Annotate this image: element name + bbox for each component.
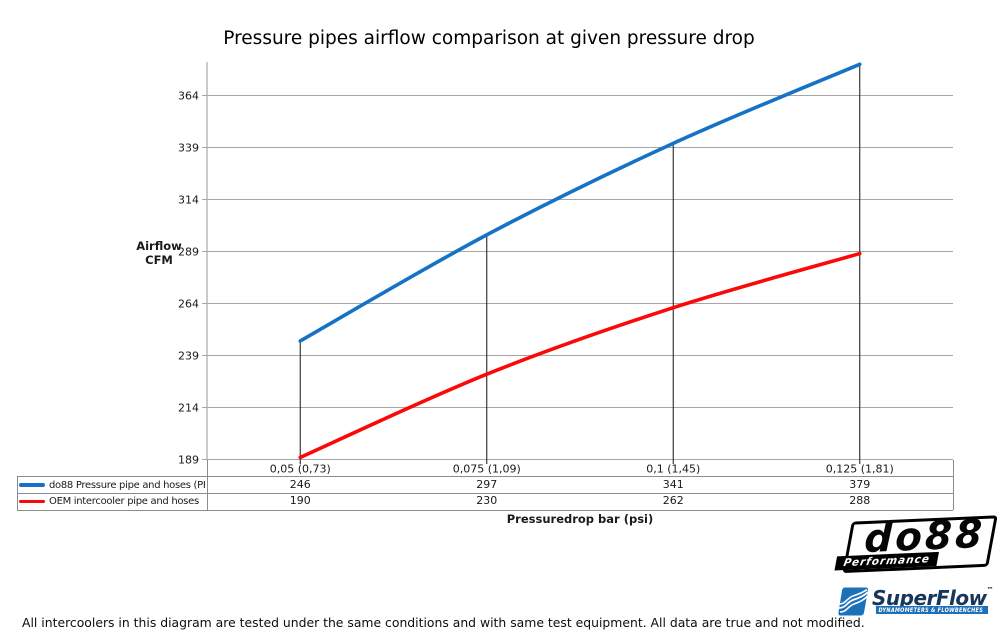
table-border [17, 476, 953, 477]
superflow-icon [838, 587, 869, 616]
legend-label: OEM intercooler pipe and hoses [49, 496, 199, 507]
table-row-do88-values: 246 297 341 379 [207, 477, 953, 493]
table-border [206, 459, 208, 510]
table-border [17, 509, 953, 511]
table-cell: 262 [662, 494, 684, 507]
y-tick-label: 339 [178, 141, 199, 154]
x-category-label: 0,1 (1,45) [646, 463, 700, 476]
y-tick-label: 314 [178, 193, 199, 206]
legend-line-sample [19, 483, 45, 487]
series-line-oem [298, 251, 862, 460]
y-axis-title-line2: CFM [145, 253, 173, 267]
y-tick-label: 264 [178, 297, 199, 310]
table-border [952, 459, 954, 510]
table-cell: 246 [289, 477, 311, 491]
table-cell: 341 [662, 477, 684, 491]
table-row-oem-values: 190 230 262 288 [207, 493, 953, 509]
superflow-trademark: ™ [986, 586, 994, 594]
plot-area: 189 214 239 264 289 314 339 364 0,05 (0,73) 0,075… [178, 62, 953, 476]
table-cell: 230 [476, 494, 498, 507]
superflow-tagline-bar: DYNAMOMETERS & FLOWBENCHES [876, 606, 988, 614]
legend-item-do88: do88 Pressure pipe and hoses (PP-03) [19, 478, 205, 493]
y-tick-label: 289 [178, 245, 199, 258]
table-cell: 190 [289, 494, 311, 507]
chart-title: Pressure pipes airflow comparison at giv… [223, 28, 755, 49]
table-cell: 297 [476, 477, 498, 491]
x-category-label: 0,075 (1,09) [453, 463, 521, 476]
y-tick-label: 364 [178, 89, 199, 102]
x-category-label: 0,125 (1,81) [826, 463, 894, 476]
table-cell: 379 [849, 477, 871, 491]
do88-logo: do88 Performance [832, 512, 998, 577]
legend-line-sample [19, 499, 45, 504]
x-category-label: 0,05 (0,73) [270, 463, 331, 476]
y-tick-label: 189 [178, 454, 199, 467]
footer-note: All intercoolers in this diagram are tes… [22, 615, 865, 630]
superflow-logo: SuperFlow™ DYNAMOMETERS & FLOWBENCHES [838, 586, 994, 618]
legend-label: do88 Pressure pipe and hoses (PP-03) [49, 479, 205, 491]
y-axis-title-line1: Airflow [136, 239, 182, 253]
x-axis-title: Pressuredrop bar (psi) [506, 512, 654, 526]
superflow-tagline: DYNAMOMETERS & FLOWBENCHES [878, 606, 984, 614]
y-axis-title: Airflow CFM [123, 239, 195, 267]
series-line-do88 [298, 62, 862, 343]
table-border [17, 492, 953, 494]
legend-item-oem: OEM intercooler pipe and hoses [19, 494, 205, 509]
y-tick-label: 239 [178, 349, 199, 362]
table-border [17, 476, 18, 510]
table-cell: 288 [849, 494, 871, 507]
do88-logo-tagline: Performance [842, 553, 932, 570]
y-tick-label: 214 [178, 401, 199, 414]
